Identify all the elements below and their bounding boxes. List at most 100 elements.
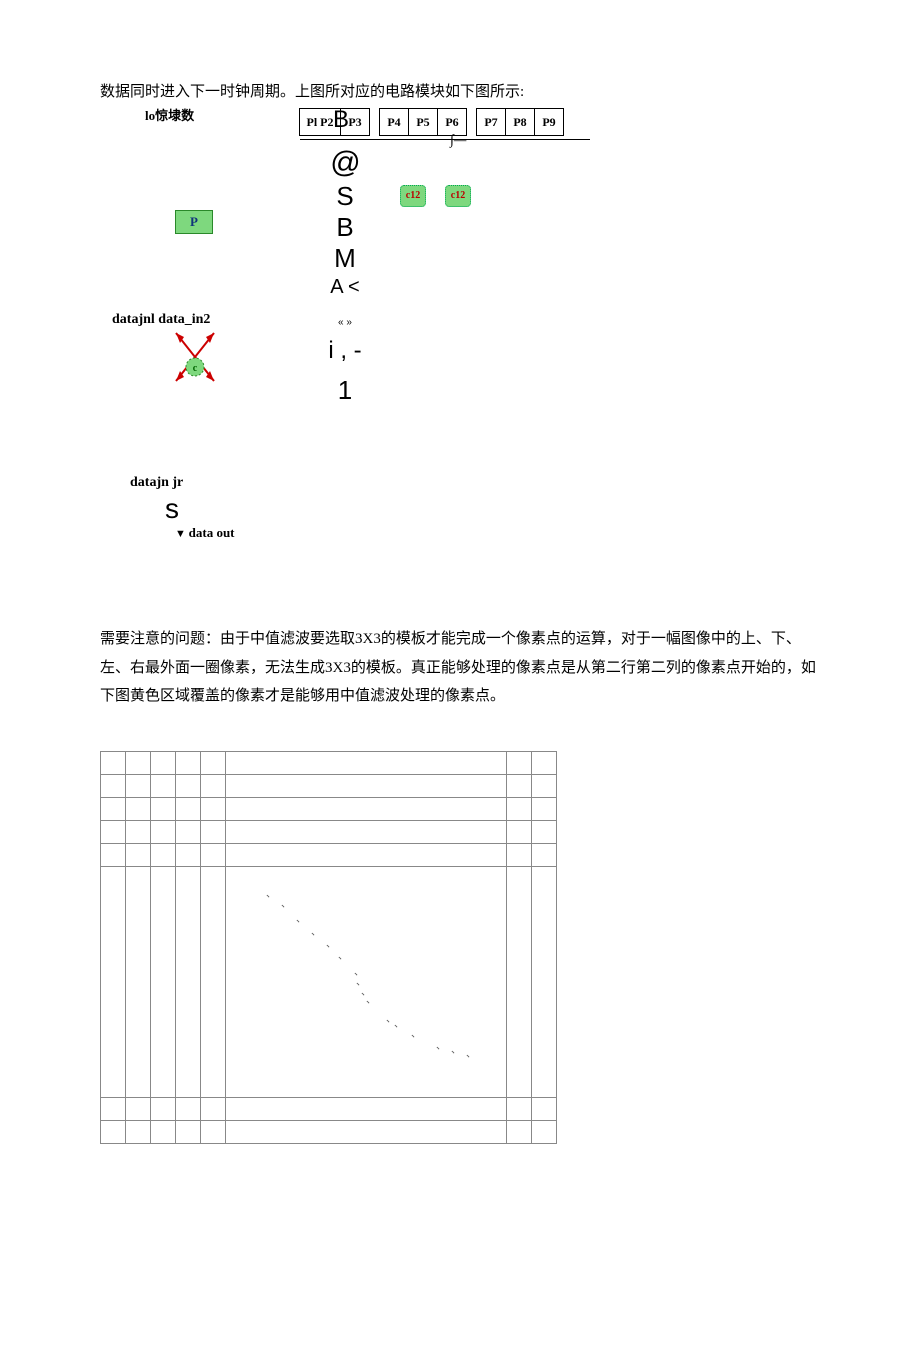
grid-cell [507,774,532,797]
grid-cell [226,1120,507,1143]
svg-text:、: 、 [394,1019,404,1030]
p-cell: P5 [408,108,438,136]
grid-cell [201,1120,226,1143]
grid-cell [101,774,126,797]
grid-cell [532,797,557,820]
grid-cell [126,774,151,797]
svg-text:、: 、 [311,927,321,938]
grid-cell [151,1120,176,1143]
p-header-row: Pl P2 P3 P4 P5 P6 P7 P8 P9 B [300,108,564,136]
p-cell: P7 [476,108,506,136]
grid-cell [507,866,532,1097]
grid-cell [126,820,151,843]
grid-cell [226,751,507,774]
grid-cell [532,1120,557,1143]
sb-text: S B [325,181,365,243]
grid-cell [201,820,226,843]
grid-cell [176,820,201,843]
grid-cell [226,820,507,843]
cross-icon: c [170,327,220,387]
svg-text:、: 、 [281,899,291,910]
grid-cell [151,1097,176,1120]
grid-cell [226,774,507,797]
p-box: P [175,210,213,234]
green-box-2: c12 [445,185,471,207]
svg-text:、: 、 [466,1049,476,1060]
intro-line: 数据同时进入下一时钟周期。上图所对应的电路模块如下图所示: [100,80,820,101]
lo-label: lo惊埭数 [145,105,194,124]
grid-cell [126,1120,151,1143]
m-text: M [325,243,365,274]
svg-text:、: 、 [266,889,276,900]
grid-cell [151,797,176,820]
grid-cell [507,751,532,774]
grid-cell [201,1097,226,1120]
grid-cell [126,843,151,866]
grid-cell [201,843,226,866]
grid-cell [201,774,226,797]
p-cell: P6 [437,108,467,136]
grid-cell [176,751,201,774]
note-paragraph: 需要注意的问题：由于中值滤波要选取3X3的模板才能完成一个像素点的运算，对于一幅… [100,625,820,711]
ac-text: A < [325,275,365,299]
grid-cell [176,843,201,866]
pixel-grid: 、、、、、、、、、、、、、、、、 [100,751,557,1144]
grid-cell [507,1097,532,1120]
grid-cell [532,866,557,1097]
svg-text:、: 、 [326,939,336,950]
data-out-label: data out [175,525,235,541]
letter-column: @ S B M A < « » i , - 1 [325,145,365,407]
svg-text:、: 、 [451,1045,461,1056]
grid-cell [151,843,176,866]
s-letter: s [165,493,179,525]
grid-cell [201,797,226,820]
grid-cell [151,774,176,797]
grid-cell [507,843,532,866]
grid-cell [101,866,126,1097]
at-symbol: @ [325,145,365,181]
svg-text:、: 、 [366,995,376,1006]
datajn-jr-label: datajn jr [130,475,183,491]
svg-text:c: c [193,363,198,374]
circuit-diagram: lo惊埭数 P datajnl data_in2 c datajn jr s d… [100,105,820,575]
grid-cell [101,1120,126,1143]
svg-text:、: 、 [436,1041,446,1052]
grid-cell [151,820,176,843]
grid-cell [126,751,151,774]
dot-text: « » [325,317,365,329]
grid-cell [201,751,226,774]
green-box-1: c12 [400,185,426,207]
datajnl-label: datajnl data_in2 [112,312,210,328]
grid-cell: 、、、、、、、、、、、、、、、、 [226,866,507,1097]
grid-cell [101,820,126,843]
svg-text:、: 、 [411,1029,421,1040]
grid-cell [176,1120,201,1143]
grid-cell [101,843,126,866]
grid-cell [532,774,557,797]
grid-cell [101,751,126,774]
i-text: i , - [325,337,365,366]
grid-cell [201,866,226,1097]
p-cell: P8 [505,108,535,136]
grid-cell [126,866,151,1097]
grid-cell [226,797,507,820]
svg-text:、: 、 [296,914,306,925]
grid-cell [507,820,532,843]
grid-cell [126,1097,151,1120]
grid-cell [151,866,176,1097]
svg-text:、: 、 [338,951,348,962]
grid-cell [507,797,532,820]
grid-cell [226,1097,507,1120]
big-b-letter: B [333,106,349,134]
grid-cell [176,797,201,820]
grid-cell [176,1097,201,1120]
grid-cell [532,820,557,843]
grid-cell [101,1097,126,1120]
grid-cell [151,751,176,774]
p-cell: P4 [379,108,409,136]
p-cell: P9 [534,108,564,136]
one-text: 1 [325,375,365,406]
grid-cell [101,797,126,820]
grid-cell [532,843,557,866]
grid-cell [126,797,151,820]
